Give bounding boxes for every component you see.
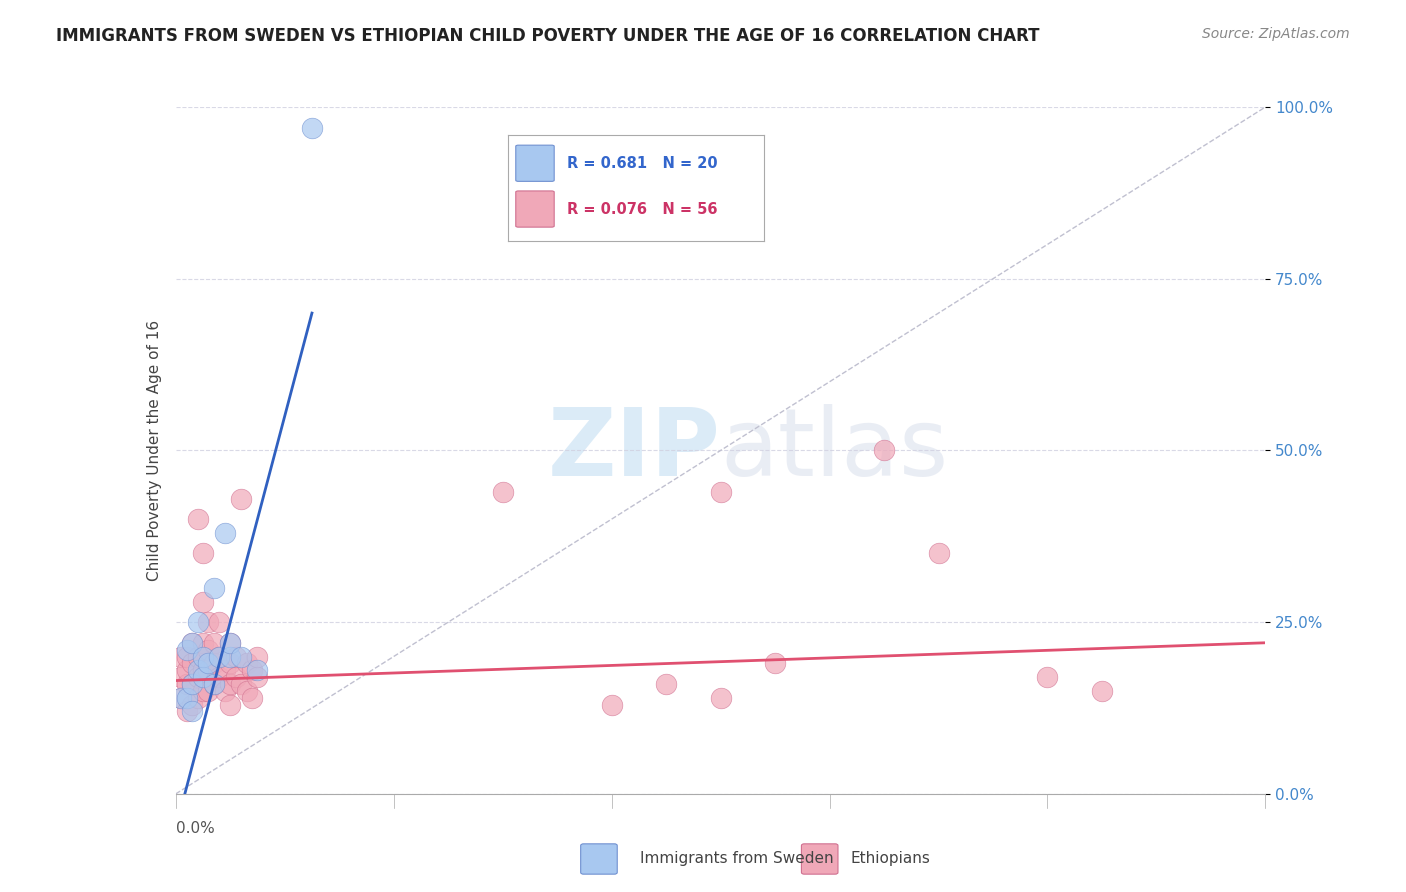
Point [214, 683, 236, 698]
Point [655, 677, 678, 691]
Point [225, 670, 247, 684]
Point [928, 546, 950, 561]
Point [240, 663, 263, 677]
Point [1036, 670, 1059, 684]
Text: 0.0%: 0.0% [176, 822, 215, 837]
Point [176, 690, 198, 705]
Point [181, 677, 204, 691]
Point [710, 484, 733, 499]
Point [208, 649, 231, 664]
Point [710, 690, 733, 705]
Point [208, 670, 231, 684]
Point [176, 705, 198, 719]
Point [191, 546, 214, 561]
Point [235, 683, 257, 698]
Point [246, 670, 269, 684]
Point [235, 657, 257, 671]
Point [202, 657, 225, 671]
Y-axis label: Child Poverty Under the Age of 16: Child Poverty Under the Age of 16 [146, 320, 162, 581]
Point [191, 594, 214, 608]
Point [202, 677, 225, 691]
Point [191, 649, 214, 664]
Point [600, 698, 623, 712]
Point [208, 649, 231, 664]
Point [246, 663, 269, 677]
Point [219, 649, 242, 664]
Point [176, 642, 198, 657]
Point [191, 663, 214, 677]
Point [219, 698, 242, 712]
Text: Source: ZipAtlas.com: Source: ZipAtlas.com [1202, 27, 1350, 41]
Point [208, 615, 231, 630]
Point [191, 683, 214, 698]
Point [186, 649, 209, 664]
Point [197, 657, 219, 671]
Point [301, 120, 323, 135]
Point [219, 636, 242, 650]
Point [170, 690, 193, 705]
Point [763, 657, 786, 671]
Point [246, 649, 269, 664]
Point [1091, 683, 1114, 698]
Point [240, 690, 263, 705]
Point [186, 663, 209, 677]
Point [170, 690, 193, 705]
Text: Ethiopians: Ethiopians [851, 851, 931, 865]
Point [181, 636, 204, 650]
Point [197, 683, 219, 698]
Point [225, 649, 247, 664]
Point [181, 657, 204, 671]
Point [186, 690, 209, 705]
Point [219, 677, 242, 691]
Point [181, 636, 204, 650]
Point [181, 677, 204, 691]
Point [231, 677, 253, 691]
Point [181, 705, 204, 719]
Text: ZIP: ZIP [548, 404, 721, 497]
Point [231, 491, 253, 506]
Point [231, 649, 253, 664]
Point [214, 663, 236, 677]
Point [202, 677, 225, 691]
Text: atlas: atlas [721, 404, 949, 497]
Point [214, 525, 236, 540]
Point [219, 657, 242, 671]
Point [191, 670, 214, 684]
Point [202, 636, 225, 650]
Point [492, 484, 515, 499]
Point [197, 642, 219, 657]
Point [197, 615, 219, 630]
Point [181, 698, 204, 712]
Point [219, 636, 242, 650]
Point [186, 512, 209, 526]
Text: Immigrants from Sweden: Immigrants from Sweden [640, 851, 834, 865]
Point [170, 649, 193, 664]
Point [191, 636, 214, 650]
Point [176, 663, 198, 677]
Point [202, 581, 225, 595]
Point [197, 663, 219, 677]
Text: IMMIGRANTS FROM SWEDEN VS ETHIOPIAN CHILD POVERTY UNDER THE AGE OF 16 CORRELATIO: IMMIGRANTS FROM SWEDEN VS ETHIOPIAN CHIL… [56, 27, 1040, 45]
Point [170, 670, 193, 684]
Point [186, 670, 209, 684]
Point [873, 443, 896, 458]
Point [186, 615, 209, 630]
Point [176, 677, 198, 691]
Point [176, 649, 198, 664]
